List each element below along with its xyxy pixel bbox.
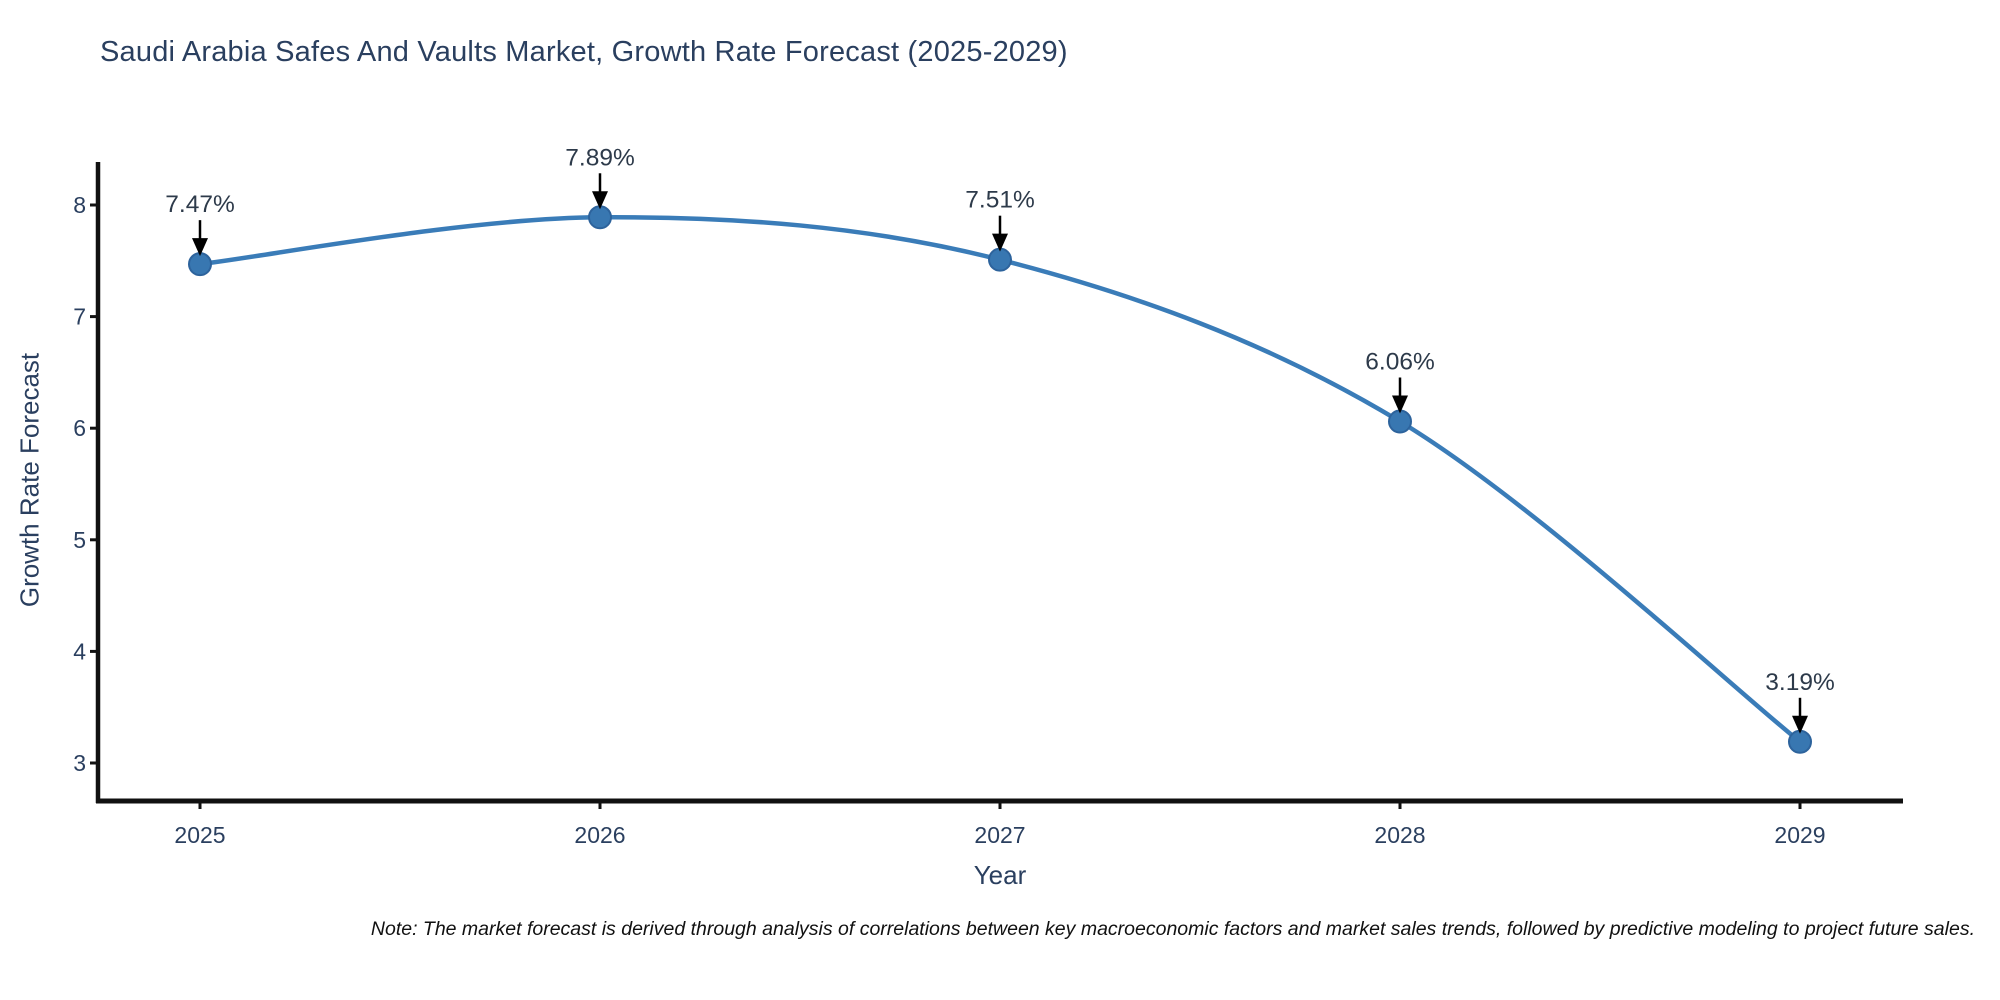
point-value-label: 7.89% [565, 144, 634, 171]
x-tick-label: 2029 [1774, 822, 1825, 848]
point-value-label: 7.51% [965, 187, 1034, 214]
data-point [188, 252, 212, 277]
data-point [1788, 729, 1812, 754]
annotation-arrowhead [592, 191, 608, 210]
y-tick-label: 8 [73, 192, 86, 218]
annotation-arrowhead [1792, 715, 1808, 734]
y-tick-label: 3 [73, 750, 86, 776]
forecast-line [197, 214, 1803, 745]
annotation-arrowhead [192, 238, 208, 257]
x-tick-label: 2028 [1374, 822, 1425, 848]
data-point [1388, 409, 1412, 434]
x-tick-label: 2025 [174, 822, 225, 848]
data-point [988, 247, 1012, 272]
point-value-label: 6.06% [1365, 349, 1434, 376]
annotation-arrowhead [992, 233, 1008, 252]
footnote: Note: The market forecast is derived thr… [370, 918, 1975, 940]
chart-title: Saudi Arabia Safes And Vaults Market, Gr… [100, 36, 1068, 68]
y-tick-label: 7 [73, 304, 86, 330]
y-tick-label: 5 [73, 527, 86, 553]
x-tick-label: 2027 [974, 822, 1025, 848]
data-point [588, 205, 612, 230]
x-axis-label: Year [973, 860, 1027, 890]
point-value-label: 7.47% [165, 191, 234, 218]
y-tick-label: 6 [73, 415, 86, 441]
annotation-arrowhead [1392, 395, 1408, 414]
point-value-label: 3.19% [1765, 669, 1834, 696]
y-tick-label: 4 [73, 638, 86, 664]
x-tick-label: 2026 [574, 822, 625, 848]
